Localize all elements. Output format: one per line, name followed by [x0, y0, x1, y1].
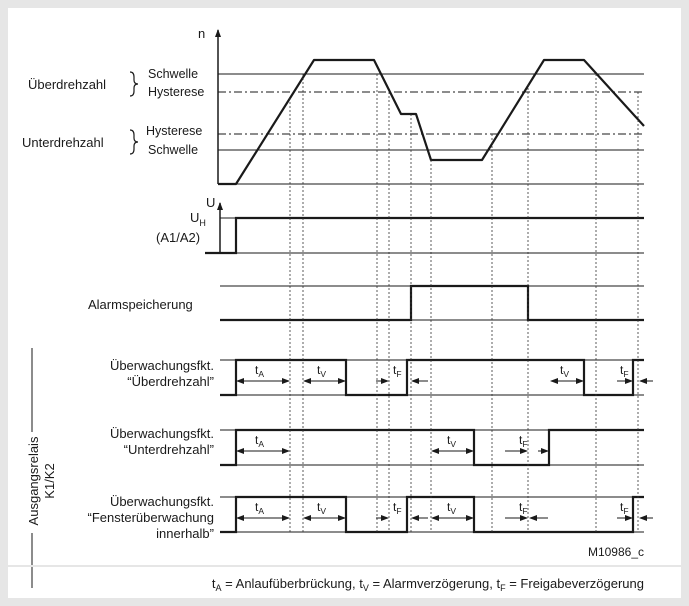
- relay1-label-line1: Überwachungsfkt.: [110, 358, 214, 373]
- r1-tf2-label: tF: [620, 363, 629, 379]
- under-hysterese-label: Hysterese: [146, 124, 202, 138]
- relay3-label-line2: “Fensterüberwachung: [88, 510, 214, 525]
- alarm-label: Alarmspeicherung: [88, 297, 193, 312]
- r3-tv2-label: tV: [447, 500, 456, 516]
- timing-diagram: n U Überdrehzahl Schwelle Hysterese Unte…: [8, 26, 681, 593]
- supply-pins-label: (A1/A2): [156, 230, 200, 245]
- supply-signal: [205, 216, 644, 255]
- legend-text: tA = Anlaufüberbrückung, tV = Alarmverzö…: [212, 576, 644, 593]
- relay2-signal: [220, 428, 644, 467]
- speed-threshold-lines: [218, 73, 644, 185]
- timing-labels: tA tV tF tV tF tA tV tF tA tV tF tV tF t…: [255, 363, 629, 516]
- over-schwelle-label: Schwelle: [148, 67, 198, 81]
- u-axis-label: U: [206, 195, 215, 210]
- r1-tv-label: tV: [317, 363, 326, 379]
- alarm-signal: [220, 284, 644, 322]
- relay3-label-line1: Überwachungsfkt.: [110, 494, 214, 509]
- underspeed-brace: [129, 129, 139, 155]
- r1-ta-label: tA: [255, 363, 264, 379]
- r1-tv2-label: tV: [560, 363, 569, 379]
- event-guide-lines: [289, 74, 639, 532]
- r3-tf3-label: tF: [620, 500, 629, 516]
- supply-lines: [220, 217, 644, 254]
- relay2-label-line1: Überwachungsfkt.: [110, 426, 214, 441]
- relay1-signal: [220, 358, 644, 397]
- under-schwelle-label: Schwelle: [148, 143, 198, 157]
- n-axis-label: n: [198, 26, 205, 41]
- r3-ta-label: tA: [255, 500, 264, 516]
- over-hysterese-label: Hysterese: [148, 85, 204, 99]
- r2-tf-label: tF: [519, 433, 528, 449]
- relay3-signal: [220, 495, 644, 534]
- speed-curve: [218, 58, 645, 186]
- relay2-label-line2: “Unterdrehzahl”: [124, 442, 214, 457]
- r2-ta-label: tA: [255, 433, 264, 449]
- diagram-panel: n U Überdrehzahl Schwelle Hysterese Unte…: [8, 8, 681, 598]
- r3-tf-label: tF: [393, 500, 402, 516]
- figure-id: M10986_c: [588, 545, 644, 559]
- r3-tv-label: tV: [317, 500, 326, 516]
- overspeed-brace: [129, 71, 139, 97]
- r1-tf-label: tF: [393, 363, 402, 379]
- r3-tf2-label: tF: [519, 500, 528, 516]
- timing-arrows: [236, 378, 653, 521]
- overspeed-label: Überdrehzahl: [28, 77, 106, 92]
- relay3-label-line3: innerhalb”: [156, 526, 214, 541]
- relay-side-label: AusgangsrelaisK1/K2: [26, 436, 57, 525]
- supply-label: UH: [190, 210, 206, 228]
- underspeed-label: Unterdrehzahl: [22, 135, 104, 150]
- relay1-label-line2: “Überdrehzahl”: [127, 374, 214, 389]
- r2-tv-label: tV: [447, 433, 456, 449]
